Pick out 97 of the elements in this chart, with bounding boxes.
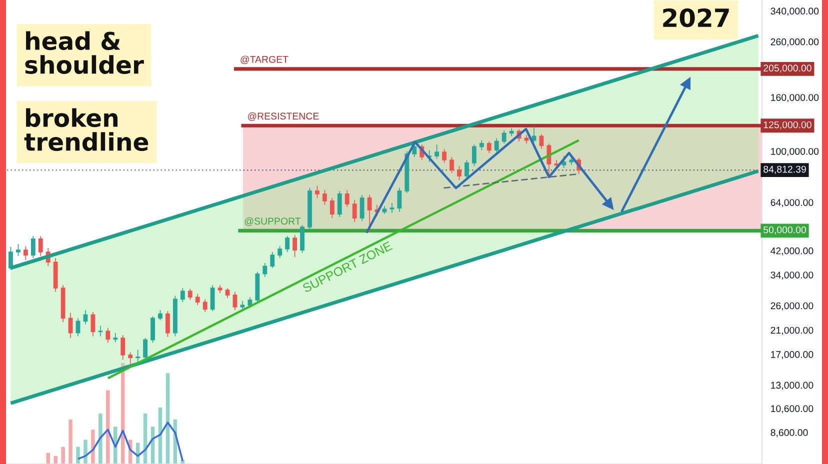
candlestick — [472, 144, 476, 166]
bar — [106, 390, 110, 464]
candlestick — [240, 300, 245, 311]
annotation: broken trendline — [24, 108, 148, 151]
ref-line-label: 84,812.39 — [764, 166, 806, 174]
y-tick-label: 64,000.00 — [770, 199, 814, 208]
candlestick — [180, 288, 185, 303]
candlestick — [532, 126, 536, 143]
candlestick — [8, 246, 13, 270]
candlestick — [60, 284, 66, 323]
bar — [54, 456, 58, 464]
candlestick — [315, 186, 320, 198]
y-tick-label: 10,600.00 — [771, 405, 814, 414]
candlestick — [382, 206, 387, 214]
y-tick-label: 34,000.00 — [770, 272, 814, 280]
candlestick — [53, 258, 58, 292]
candlestick — [210, 284, 215, 312]
ref-line-label: 205,000.00 — [764, 64, 812, 73]
y-tick-label: 26,000.00 — [770, 302, 814, 310]
candlestick — [278, 246, 282, 258]
candlestick — [128, 352, 133, 365]
y-tick-label: 340,000.00 — [770, 8, 819, 16]
candlestick — [509, 128, 514, 137]
bar — [76, 446, 80, 464]
candlestick — [360, 194, 364, 222]
candlestick — [172, 295, 178, 337]
y-tick-label: 13,000.00 — [771, 382, 814, 390]
annotation: head & shoulder — [25, 31, 144, 74]
candlestick — [150, 316, 155, 344]
candlestick — [434, 144, 440, 160]
y-tick-label: 100,000.00 — [771, 148, 819, 156]
candlestick — [255, 271, 260, 303]
candlestick — [352, 200, 357, 222]
candlestick — [524, 134, 529, 144]
candlestick — [90, 312, 96, 337]
y-tick-label: 8,600.00 — [770, 429, 808, 438]
candlestick — [539, 134, 544, 150]
candlestick — [300, 224, 304, 254]
annotation: @RESISTENCE — [248, 112, 319, 121]
bar — [61, 446, 65, 464]
candlestick — [450, 156, 454, 174]
candlestick — [120, 334, 126, 360]
candlestick — [113, 332, 118, 343]
candlestick — [23, 246, 28, 260]
candlestick — [195, 293, 200, 306]
candlestick — [225, 288, 230, 298]
bar — [68, 420, 72, 464]
candlestick — [486, 140, 492, 154]
candlestick — [16, 244, 20, 256]
candlestick — [68, 312, 73, 338]
bar — [98, 414, 102, 464]
candlestick — [502, 130, 506, 144]
candlestick — [248, 296, 252, 308]
candlestick — [76, 318, 80, 337]
candlestick — [262, 262, 268, 278]
candlestick — [397, 187, 402, 212]
y-tick-label: 42,000.00 — [770, 247, 814, 256]
ref-line-label: 125,000.00 — [764, 121, 812, 130]
annotation: @TARGET — [240, 56, 288, 64]
candlestick — [308, 187, 312, 230]
annotation: 2027 — [663, 8, 729, 28]
candlestick — [457, 166, 462, 180]
candlestick — [322, 190, 327, 206]
candlestick — [464, 160, 469, 180]
candlestick — [330, 198, 334, 218]
y-tick-label: 21,000.00 — [770, 326, 814, 335]
bar — [166, 373, 170, 464]
candlestick — [106, 328, 110, 344]
candlestick — [143, 338, 148, 360]
candlestick — [344, 190, 350, 208]
y-tick-label: 17,000.00 — [771, 351, 814, 360]
bar — [46, 452, 50, 464]
candlestick — [479, 140, 484, 150]
bar — [84, 440, 88, 464]
bar — [91, 430, 95, 464]
candlestick — [98, 325, 103, 337]
candlestick — [442, 148, 447, 164]
y-tick-label: 260,000.00 — [770, 38, 819, 46]
candlestick — [292, 234, 298, 258]
candlestick — [188, 288, 192, 300]
candlestick — [38, 236, 43, 256]
candlestick — [158, 310, 162, 321]
candlestick — [30, 236, 36, 258]
candlestick — [232, 292, 238, 311]
y-tick-label: 160,000.00 — [771, 94, 819, 102]
candlestick — [218, 284, 222, 294]
candlestick — [337, 190, 342, 218]
candlestick — [166, 310, 170, 338]
candlestick — [83, 310, 88, 325]
candlestick — [270, 252, 275, 268]
annotation: @SUPPORT — [244, 217, 301, 226]
candlestick — [367, 194, 372, 232]
candlestick — [494, 138, 499, 152]
candlestick — [390, 202, 394, 214]
ref-line-label: 50,000.00 — [764, 226, 806, 234]
candlestick — [285, 236, 290, 252]
candlestick — [202, 298, 208, 312]
